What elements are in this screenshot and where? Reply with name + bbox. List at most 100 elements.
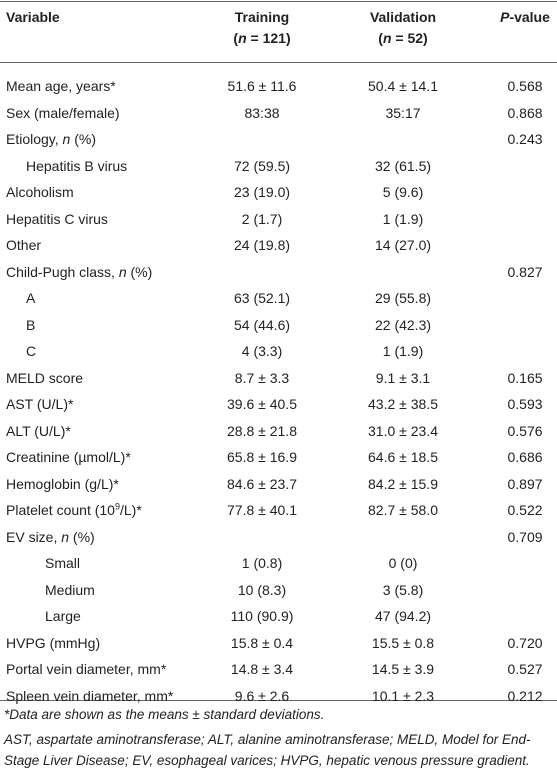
text-part: Training — [234, 9, 290, 25]
text-part: EV size, — [6, 528, 62, 545]
row-label: C — [26, 343, 37, 359]
row-label: Alcoholism — [6, 184, 74, 200]
footnote: *Data are shown as the means ± standard … — [4, 707, 325, 722]
text-part: -value — [509, 9, 550, 25]
row-label: Large — [45, 608, 81, 624]
text-part: Validation — [369, 9, 437, 25]
header-cell: Variable — [6, 8, 60, 26]
data-cell: 51.6 ± 11.6 — [227, 78, 297, 94]
data-cell: 0.868 — [507, 104, 543, 121]
data-cell: 83:38 — [244, 104, 280, 121]
row-label: AST (U/L)* — [6, 396, 74, 412]
data-cell: 47 (94.2) — [374, 608, 432, 624]
data-cell: 0.827 — [507, 263, 543, 280]
data-cell: 54 (44.6) — [233, 316, 291, 333]
data-cell: 24 (19.8) — [233, 237, 291, 253]
row-label: Hepatitis B virus — [26, 157, 128, 174]
data-cell: 110 (90.9) — [230, 608, 294, 624]
data-cell: 64.6 ± 18.5 — [368, 449, 438, 465]
data-cell: 0.576 — [507, 422, 543, 439]
row-label: Medium — [45, 581, 95, 598]
data-cell: 14.8 ± 3.4 — [230, 661, 294, 677]
top-rule — [0, 1, 557, 2]
data-cell: 0.593 — [507, 396, 543, 412]
data-cell: 28.8 ± 21.8 — [227, 422, 297, 439]
row-label: Creatinine (µmol/L)* — [6, 449, 131, 465]
row-label: Etiology, n (%) — [6, 130, 96, 148]
row-label: A — [26, 290, 36, 306]
row-label: MELD score — [6, 369, 84, 386]
text-part: n — [62, 131, 71, 147]
data-cell: 2 (1.7) — [241, 210, 283, 227]
data-cell: 31.0 ± 23.4 — [368, 422, 438, 439]
text-part: = 52) — [391, 30, 428, 46]
row-label: Mean age, years* — [6, 78, 116, 94]
data-cell: 82.7 ± 58.0 — [368, 502, 438, 518]
row-label: Sex (male/female) — [6, 104, 120, 121]
row-label: EV size, n (%) — [6, 528, 95, 546]
text-part: /L)* — [119, 502, 142, 518]
text-part: Platelet count (10 — [6, 502, 115, 518]
data-cell: 0.709 — [507, 528, 543, 545]
data-cell: 22 (42.3) — [374, 316, 432, 333]
text-part: Variable — [6, 9, 60, 25]
data-cell: 0.720 — [507, 634, 543, 651]
data-cell: 29 (55.8) — [374, 290, 432, 306]
data-cell: 1 (0.8) — [241, 555, 283, 571]
data-cell: 15.8 ± 0.4 — [230, 634, 294, 651]
text-part: n — [61, 528, 70, 545]
data-cell: 8.7 ± 3.3 — [234, 369, 290, 386]
row-label: Portal vein diameter, mm* — [6, 661, 167, 677]
data-cell: 84.2 ± 15.9 — [368, 475, 438, 492]
text-part: P — [500, 9, 510, 25]
row-label: Other — [6, 237, 42, 253]
data-cell: 0.527 — [507, 661, 543, 677]
row-label: HVPG (mmHg) — [6, 634, 101, 651]
header-cell: (n = 52) — [378, 29, 427, 47]
data-cell: 1 (1.9) — [382, 210, 424, 227]
header-rule — [0, 62, 557, 63]
data-cell: 0.897 — [507, 475, 543, 492]
data-cell: 0.522 — [507, 502, 543, 518]
data-cell: 0.165 — [507, 369, 543, 386]
data-cell: 5 (9.6) — [382, 184, 424, 200]
data-cell: 39.6 ± 40.5 — [227, 396, 297, 412]
row-label: Hepatitis C virus — [6, 210, 108, 227]
data-cell: 9.1 ± 3.1 — [375, 369, 431, 386]
data-cell: 63 (52.1) — [233, 290, 291, 306]
footnote: AST, aspartate aminotransferase; ALT, al… — [4, 732, 531, 768]
data-cell: 50.4 ± 14.1 — [368, 78, 438, 94]
text-part: ( — [233, 30, 239, 46]
data-cell: 15.5 ± 0.8 — [371, 634, 435, 651]
data-cell: 14.5 ± 3.9 — [371, 661, 435, 677]
row-label: Hemoglobin (g/L)* — [6, 475, 119, 492]
row-label: Child-Pugh class, n (%) — [6, 263, 152, 281]
header-cell: P-value — [500, 8, 550, 26]
data-cell: 3 (5.8) — [382, 581, 424, 598]
data-cell: 43.2 ± 38.5 — [368, 396, 438, 412]
data-cell: 23 (19.0) — [233, 184, 291, 200]
data-cell: 0.243 — [507, 131, 543, 147]
row-label: Small — [45, 555, 81, 571]
text-part: 9 — [114, 501, 120, 512]
row-label: ALT (U/L)* — [6, 422, 71, 439]
data-cell: 77.8 ± 40.1 — [227, 502, 297, 518]
data-cell: 84.6 ± 23.7 — [227, 475, 297, 492]
row-label: Spleen vein diameter, mm* — [6, 687, 174, 704]
header-cell: Training — [235, 8, 289, 26]
data-cell: 9.6 ± 2.6 — [234, 687, 290, 704]
data-cell: 72 (59.5) — [233, 157, 291, 174]
text-part: n — [238, 30, 247, 46]
data-cell: 10.1 ± 2.3 — [371, 687, 435, 704]
data-cell: 4 (3.3) — [241, 343, 283, 359]
data-cell: 0 (0) — [388, 555, 418, 571]
text-part: (%) — [126, 263, 153, 280]
row-label: Platelet count (109/L)* — [6, 501, 142, 519]
data-cell: 1 (1.9) — [382, 343, 424, 359]
data-cell: 0.686 — [507, 449, 543, 465]
text-part: (%) — [70, 131, 97, 147]
bottom-rule — [0, 700, 557, 701]
data-cell: 14 (27.0) — [374, 237, 432, 253]
data-cell: 35:17 — [385, 104, 421, 121]
